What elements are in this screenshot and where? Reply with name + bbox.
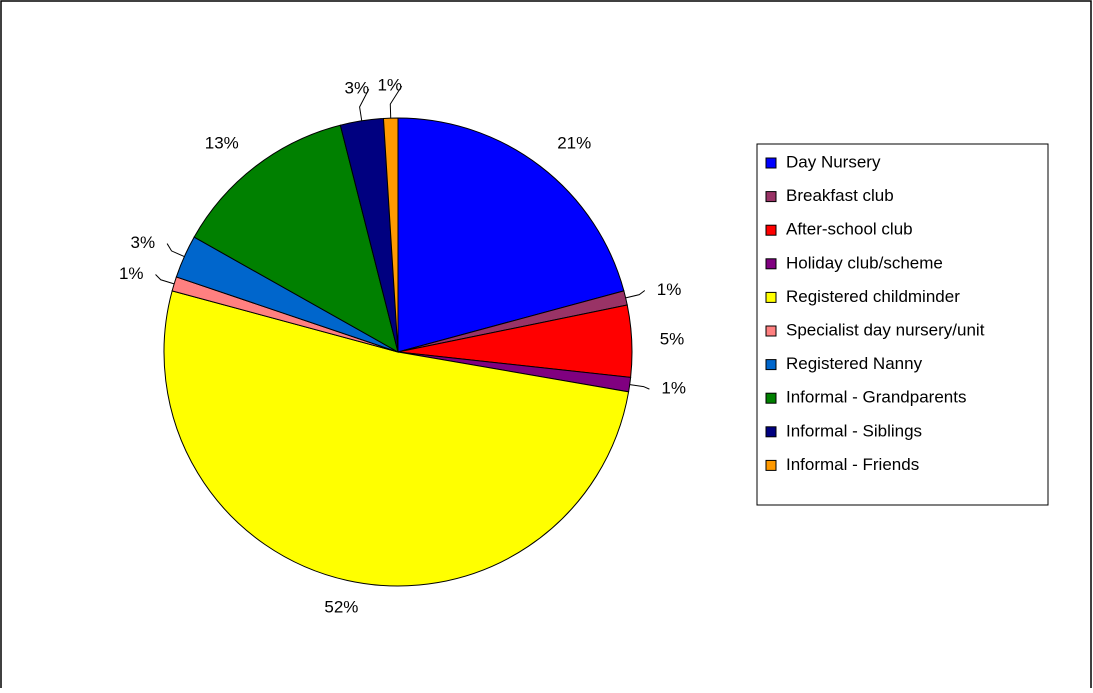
data-label: 1% xyxy=(377,76,402,95)
data-label: 1% xyxy=(661,379,686,398)
pie-slice xyxy=(163,290,630,587)
pie-slice xyxy=(397,117,625,353)
legend-swatch xyxy=(765,359,777,371)
data-label: 1% xyxy=(657,280,682,299)
legend-label: Registered Nanny xyxy=(786,354,923,373)
pie-slice xyxy=(193,124,399,354)
legend-swatch xyxy=(765,258,777,270)
leader-line xyxy=(389,85,403,119)
legend-swatch xyxy=(765,325,777,337)
leader-line xyxy=(629,384,650,390)
legend-swatch xyxy=(765,157,777,169)
leader-line xyxy=(625,290,646,299)
legend-box xyxy=(756,143,1049,506)
data-label: 3% xyxy=(131,233,156,252)
legend-label: Breakfast club xyxy=(786,186,894,205)
pie-slice xyxy=(382,117,399,353)
data-label: 5% xyxy=(660,329,685,348)
legend-label: Informal - Grandparents xyxy=(786,388,966,407)
data-label: 1% xyxy=(119,264,144,283)
legend-label: After-school club xyxy=(786,220,913,239)
data-label: 13% xyxy=(205,133,239,152)
data-label: 52% xyxy=(324,597,358,616)
legend-swatch xyxy=(765,291,777,303)
legend-label: Day Nursery xyxy=(786,152,881,171)
data-label: 3% xyxy=(345,79,370,98)
legend-swatch xyxy=(765,459,777,471)
leader-line xyxy=(155,274,175,285)
legend-swatch xyxy=(765,426,777,438)
legend-label: Registered childminder xyxy=(786,287,960,306)
legend-swatch xyxy=(765,224,777,236)
legend-label: Holiday club/scheme xyxy=(786,253,943,272)
leader-line xyxy=(359,88,370,121)
legend-label: Specialist day nursery/unit xyxy=(786,320,985,339)
legend-swatch xyxy=(765,392,777,404)
legend-swatch xyxy=(765,191,777,203)
legend-label: Informal - Friends xyxy=(786,455,919,474)
leader-line xyxy=(166,243,185,258)
legend-label: Informal - Siblings xyxy=(786,421,922,440)
data-label: 21% xyxy=(557,133,591,152)
